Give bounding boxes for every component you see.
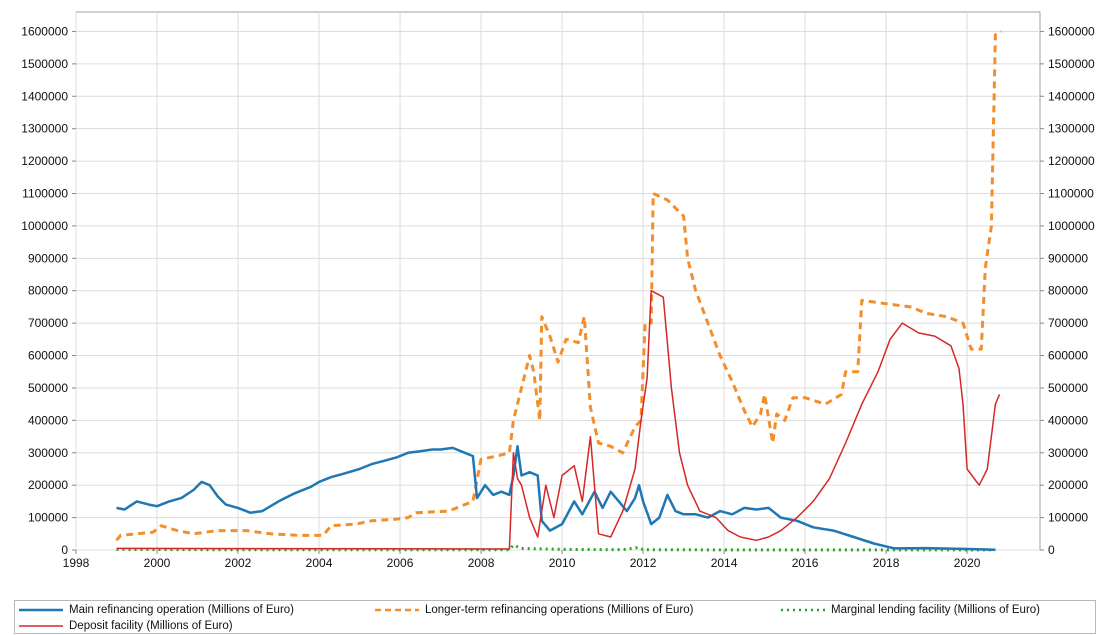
legend: Main refinancing operation (Millions of … xyxy=(14,600,1096,634)
series-lines xyxy=(115,30,1003,552)
legend-label-main-refinancing: Main refinancing operation (Millions of … xyxy=(69,604,294,616)
y-tick-label-left: 200000 xyxy=(28,478,68,492)
y-tick-label-right: 400000 xyxy=(1048,413,1088,427)
x-tick-label: 2004 xyxy=(306,556,333,570)
legend-item-main-refinancing: Main refinancing operation (Millions of … xyxy=(19,602,294,618)
x-tick-label: 2008 xyxy=(468,556,495,570)
y-tick-label-left: 1500000 xyxy=(21,57,68,71)
y-tick-label-right: 1400000 xyxy=(1048,89,1095,103)
y-tick-label-left: 1400000 xyxy=(21,89,68,103)
y-tick-label-left: 400000 xyxy=(28,413,68,427)
y-tick-label-right: 1000000 xyxy=(1048,219,1095,233)
series-line-1 xyxy=(115,30,1003,542)
x-axis: 1998 2000 2002 2004 2006 2008 2010 2012 2014 2016… xyxy=(63,550,981,570)
x-tick-label: 2002 xyxy=(225,556,252,570)
series-line-3 xyxy=(116,289,1001,550)
y-tick-label-left: 1300000 xyxy=(21,122,68,136)
y-tick-label-right: 200000 xyxy=(1048,478,1088,492)
y-tick-label-right: 800000 xyxy=(1048,284,1088,298)
line-chart: 0 100000 200000 300000 400000 500000 600000 700… xyxy=(21,11,1095,570)
y-tick-label-left: 800000 xyxy=(28,284,68,298)
x-tick-label: 2010 xyxy=(549,556,576,570)
x-tick-label: 2000 xyxy=(144,556,171,570)
y-tick-label-left: 300000 xyxy=(28,446,68,460)
y-tick-label-right: 1500000 xyxy=(1048,57,1095,71)
y-tick-label-left: 1200000 xyxy=(21,154,68,168)
plot-background xyxy=(75,11,1041,551)
y-axis-left: 0 100000 200000 300000 400000 500000 600000 700… xyxy=(21,24,76,557)
y-tick-label-right: 900000 xyxy=(1048,251,1088,265)
series-line-0 xyxy=(116,445,996,551)
legend-item-marginal-lending: Marginal lending facility (Millions of E… xyxy=(781,602,1040,618)
x-tick-label: 1998 xyxy=(63,556,90,570)
x-tick-label: 2012 xyxy=(630,556,657,570)
x-tick-label: 2016 xyxy=(792,556,819,570)
y-tick-label-right: 600000 xyxy=(1048,349,1088,363)
y-tick-label-right: 1200000 xyxy=(1048,154,1095,168)
y-tick-label-right: 100000 xyxy=(1048,511,1088,525)
y-tick-label-left: 600000 xyxy=(28,349,68,363)
y-tick-label-right: 700000 xyxy=(1048,316,1088,330)
legend-item-longer-term-refinancing: Longer-term refinancing operations (Mill… xyxy=(375,602,693,618)
y-tick-label-left: 1600000 xyxy=(21,24,68,38)
legend-label-longer-term-refinancing: Longer-term refinancing operations (Mill… xyxy=(425,604,694,616)
x-tick-label: 2018 xyxy=(873,556,900,570)
x-tick-label: 2014 xyxy=(711,556,738,570)
y-axis-right: 0 100000 200000 300000 400000 500000 600000 700… xyxy=(1040,24,1095,557)
y-tick-label-right: 1300000 xyxy=(1048,122,1095,136)
legend-label-marginal-lending: Marginal lending facility (Millions of E… xyxy=(831,604,1040,616)
y-tick-label-right: 500000 xyxy=(1048,381,1088,395)
y-tick-label-left: 0 xyxy=(61,543,68,557)
y-tick-label-right: 0 xyxy=(1048,543,1055,557)
x-tick-label: 2020 xyxy=(954,556,981,570)
series-line-2 xyxy=(116,543,996,552)
y-tick-label-left: 500000 xyxy=(28,381,68,395)
legend-item-deposit-facility: Deposit facility (Millions of Euro) xyxy=(19,618,233,634)
legend-label-deposit-facility: Deposit facility (Millions of Euro) xyxy=(69,620,233,632)
y-tick-label-left: 1100000 xyxy=(22,186,68,200)
y-tick-label-right: 1600000 xyxy=(1048,24,1095,38)
y-tick-label-left: 700000 xyxy=(28,316,68,330)
y-tick-label-left: 1000000 xyxy=(21,219,68,233)
y-tick-label-left: 900000 xyxy=(28,251,68,265)
y-tick-label-right: 300000 xyxy=(1048,446,1088,460)
x-tick-label: 2006 xyxy=(387,556,414,570)
y-tick-label-left: 100000 xyxy=(28,511,68,525)
y-tick-label-right: 1100000 xyxy=(1048,186,1094,200)
